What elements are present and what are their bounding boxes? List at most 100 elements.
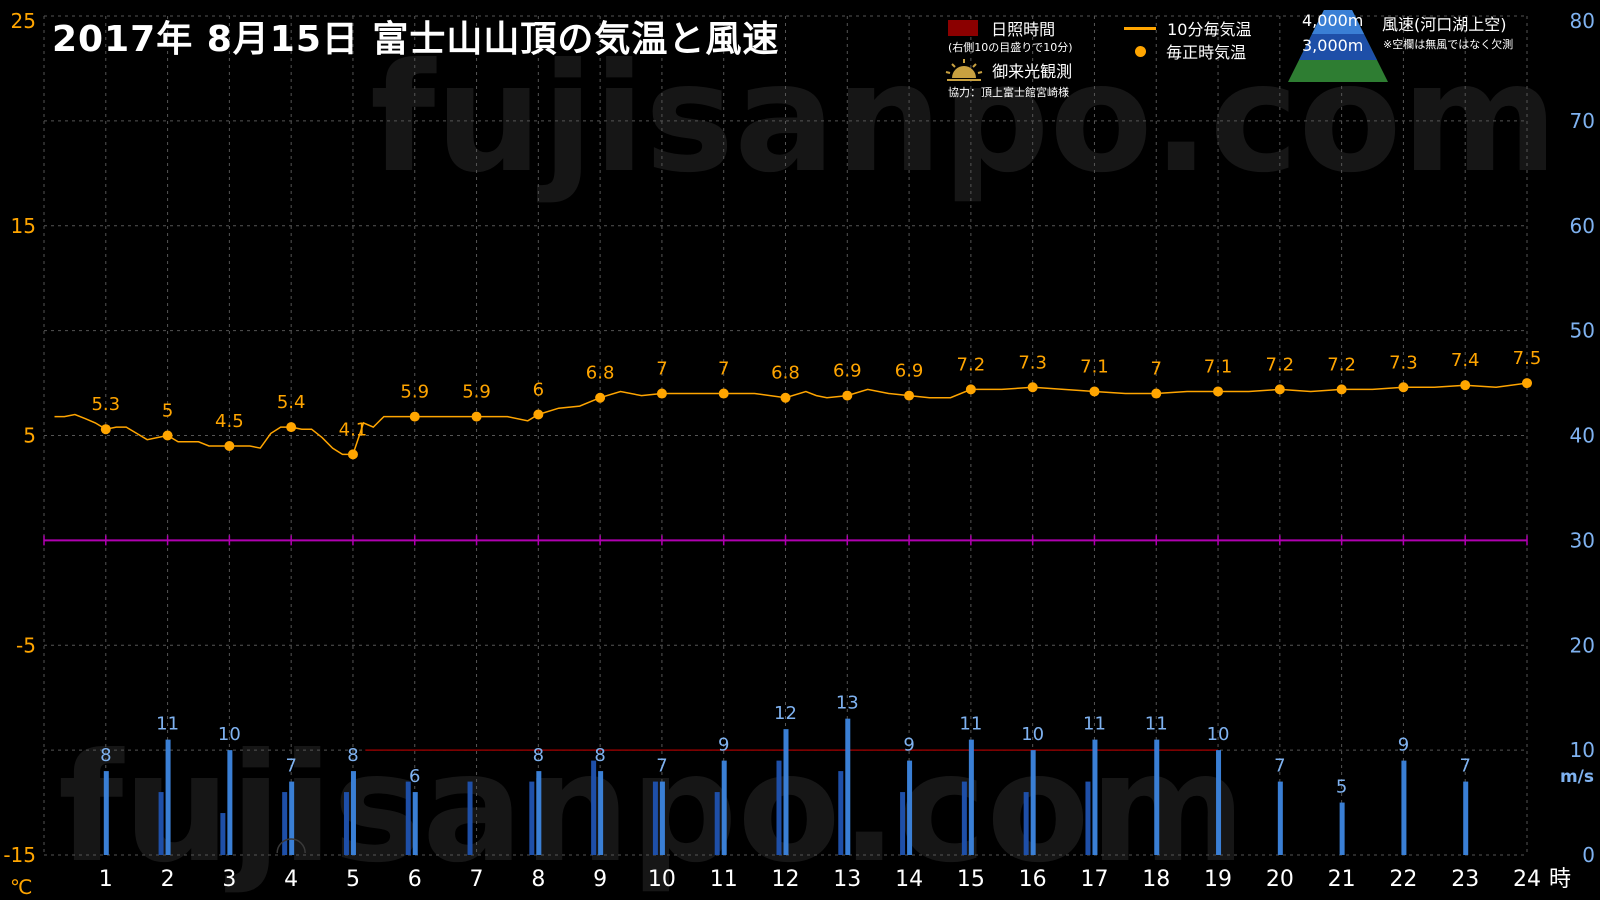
- legend-sunshine-note: (右側10の目盛りで10分): [948, 41, 1073, 54]
- y-left-tick-label: 15: [11, 214, 36, 238]
- temp-hourly-label: 7.2: [1266, 354, 1295, 375]
- x-tick-label: 22: [1389, 867, 1417, 892]
- y-right-tick-label: 30: [1570, 528, 1595, 552]
- x-tick-label: 9: [593, 867, 607, 892]
- x-axis-label: 時: [1549, 867, 1571, 892]
- legend-temp10-label: 10分毎気温: [1167, 20, 1252, 39]
- legend-sunshine: 日照時間: [948, 16, 1055, 40]
- wind-4000-bar: [165, 739, 171, 855]
- wind-3000-bar: [1085, 781, 1091, 855]
- y-left-tick-label: 25: [11, 9, 36, 33]
- wind-4000-bar: [1463, 781, 1469, 855]
- wind-4000-bar: [103, 771, 109, 855]
- sunrise-icon: [945, 59, 983, 81]
- temp-hourly-label: 6: [533, 380, 544, 401]
- temp-hourly-label: 4.1: [339, 419, 368, 440]
- wind-4000-bar: [1030, 750, 1036, 855]
- y-left-unit: ℃: [10, 875, 32, 899]
- temp-hourly-label: 7.3: [1018, 352, 1047, 373]
- temp-hourly-point: [100, 424, 111, 435]
- wind-4000-bar: [968, 739, 974, 855]
- x-tick-label: 24: [1513, 867, 1541, 892]
- wind-4000-label: 9: [1398, 735, 1409, 756]
- wind-4000-label: 11: [1145, 714, 1168, 735]
- temp-hourly-point: [1274, 384, 1285, 395]
- wind-3000-bar: [1023, 792, 1029, 855]
- x-tick-label: 18: [1142, 867, 1170, 892]
- temp-hourly-label: 7.2: [1327, 354, 1356, 375]
- y-right-unit: m/s: [1560, 767, 1594, 787]
- temp-hourly-label: 7.3: [1389, 352, 1418, 373]
- x-tick-label: 13: [833, 867, 861, 892]
- y-left-tick-label: -5: [16, 633, 36, 657]
- temp-hourly-point: [347, 449, 358, 460]
- x-tick-label: 1: [99, 867, 113, 892]
- legend-temp-hourly: 毎正時気温: [1124, 39, 1246, 63]
- wind-4000-label: 8: [100, 745, 111, 766]
- wind-3000-bar: [838, 771, 844, 855]
- legend-alt-4000: 4,000m: [1302, 11, 1364, 30]
- y-right-tick-label: 80: [1570, 9, 1595, 33]
- temp-hourly-point: [1027, 382, 1038, 393]
- x-tick-label: 20: [1266, 867, 1294, 892]
- y-right-tick-label: 70: [1570, 109, 1595, 133]
- temp-hourly-point: [965, 384, 976, 395]
- temp-hourly-label: 5.9: [400, 382, 429, 403]
- wind-4000-label: 11: [156, 714, 179, 735]
- wind-4000-bar: [412, 792, 418, 855]
- temp-hourly-label: 5: [162, 401, 173, 422]
- wind-4000-label: 13: [836, 693, 859, 714]
- temp-hourly-label: 6.9: [895, 361, 924, 382]
- legend-mountain: [1288, 8, 1388, 86]
- wind-3000-bar: [961, 781, 967, 855]
- temp-hourly-point: [1213, 386, 1224, 397]
- wind-4000-bar: [227, 750, 233, 855]
- wind-4000-label: 10: [1021, 724, 1044, 745]
- temp-hourly-point: [1460, 380, 1471, 391]
- legend-credit: 協力：頂上富士館宮崎様: [948, 86, 1069, 99]
- x-tick-label: 3: [222, 867, 236, 892]
- x-tick-label: 15: [957, 867, 985, 892]
- legend-temp-hourly-label: 毎正時気温: [1166, 43, 1247, 62]
- temp-hourly-point: [904, 390, 915, 401]
- wind-4000-bar: [350, 771, 356, 855]
- temp-hourly-point: [718, 388, 729, 399]
- legend-goraiko-label: 御来光観測: [992, 62, 1073, 81]
- temp-hourly-point: [1398, 382, 1409, 393]
- temp-hourly-point: [286, 422, 297, 433]
- goraiko-marker-icon: [276, 838, 306, 854]
- wind-4000-label: 11: [1083, 714, 1106, 735]
- temp-hourly-point: [471, 411, 482, 422]
- y-left-tick-label: -15: [3, 843, 36, 867]
- wind-4000-bar: [1154, 739, 1160, 855]
- legend-sunshine-label: 日照時間: [991, 20, 1056, 39]
- legend-wind-label: 風速(河口湖上空): [1382, 15, 1507, 34]
- temp-hourly-swatch: [1135, 45, 1146, 57]
- temp-hourly-label: 6.9: [833, 361, 862, 382]
- temp-hourly-point: [162, 430, 173, 441]
- temp-10min-line: [54, 382, 1528, 456]
- wind-3000-bar: [776, 760, 782, 855]
- wind-4000-label: 7: [285, 756, 296, 777]
- temp-hourly-point: [1522, 378, 1532, 389]
- wind-3000-bar: [714, 792, 720, 855]
- wind-4000-label: 8: [594, 745, 605, 766]
- watermark-bottom: fujisanpo.com: [58, 722, 1246, 896]
- x-tick-label: 23: [1451, 867, 1479, 892]
- wind-4000-bar: [1216, 750, 1222, 855]
- y-right-tick-label: 40: [1570, 424, 1595, 448]
- y-right-tick-label: 50: [1570, 319, 1595, 343]
- wind-4000-label: 9: [718, 735, 729, 756]
- temp-hourly-point: [1151, 388, 1162, 399]
- x-tick-label: 19: [1204, 867, 1232, 892]
- temp-hourly-label: 7: [1151, 359, 1162, 380]
- wind-4000-bar: [659, 781, 665, 855]
- x-tick-label: 11: [710, 867, 738, 892]
- temp-hourly-point: [533, 409, 544, 420]
- temp-hourly-point: [780, 392, 791, 403]
- wind-3000-bar: [591, 760, 597, 855]
- wind-4000-label: 10: [1207, 724, 1230, 745]
- wind-3000-bar: [900, 792, 906, 855]
